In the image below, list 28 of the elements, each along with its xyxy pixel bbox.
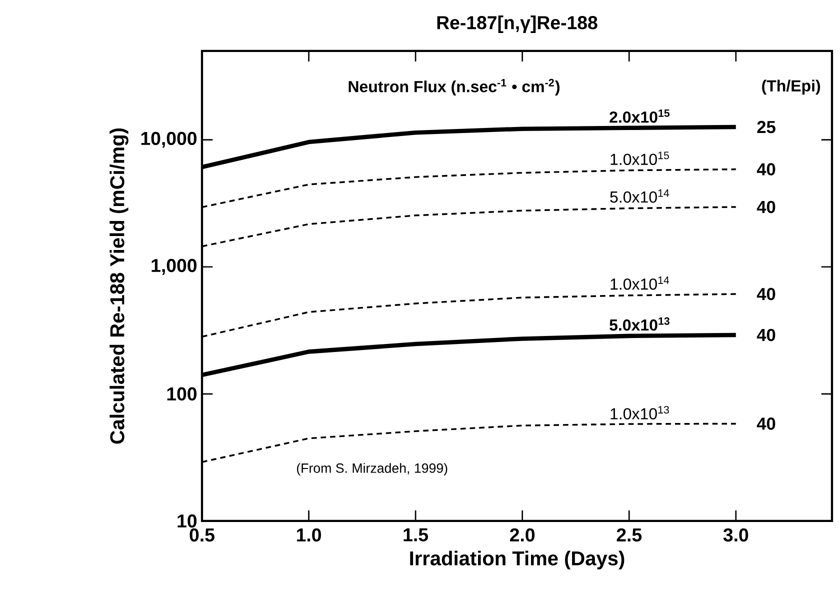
series-label: 5.0x10$^{13}$ (610, 317, 670, 331)
series-label: 1.0x10$^{15}$ (610, 152, 669, 166)
annotation: 40 (756, 200, 776, 214)
y-tick-label: 1,000 (152, 258, 197, 275)
annotation: 40 (756, 288, 776, 300)
series-label: 2.0x10$^{15}$ (610, 109, 670, 123)
x-axis-title: Irradiation Time (Days) (410, 550, 624, 570)
annotation: (Th/Epi) (762, 80, 820, 95)
annotation: 40 (756, 328, 776, 342)
y-tick-label: 100 (167, 387, 197, 401)
series-label: 5.0x10$^{14}$ (610, 189, 670, 203)
y-tick-label: 10,000 (141, 132, 197, 148)
series-label: 1.0x10$^{14}$ (610, 276, 670, 290)
x-tick-label: 3.0 (723, 528, 748, 542)
chart-title: Re-187[n,γ]Re-188 (437, 16, 598, 33)
x-tick-label: 0.5 (190, 528, 214, 542)
x-tick-label: 2.5 (616, 528, 642, 542)
x-tick-label: 1.0 (296, 528, 321, 542)
annotation: 40 (756, 163, 776, 176)
y-axis-title: Calculated Re-188 Yield (mCi/mg) (110, 128, 128, 444)
y-tick-label: 10 (178, 514, 197, 528)
annotation: (From S. Mirzadeh, 1999) (296, 463, 448, 476)
x-tick-label: 2.0 (510, 528, 535, 542)
legend-title: Neutron Flux (n.sec$^{-1}$ • cm$^{-2}$) (348, 78, 560, 96)
x-tick-label: 1.5 (404, 528, 428, 542)
annotation: 25 (757, 120, 776, 134)
annotation: 40 (756, 418, 776, 430)
series-label: 1.0x10$^{13}$ (610, 406, 669, 420)
